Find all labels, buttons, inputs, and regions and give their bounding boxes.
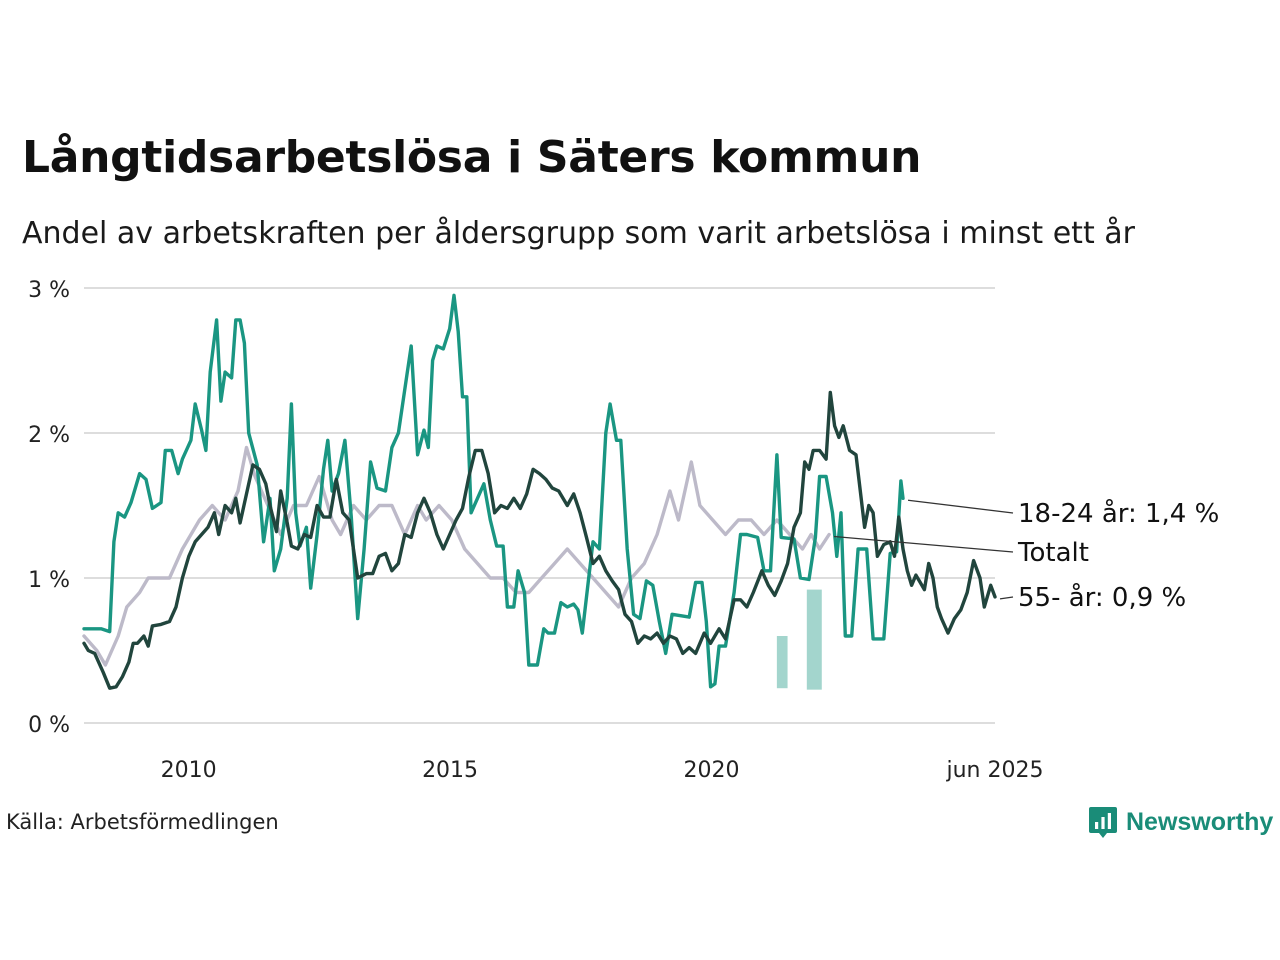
series-line-old (82, 390, 997, 690)
x-tick-label: jun 2025 (946, 758, 1044, 783)
series-line-young (82, 293, 905, 689)
y-tick-label: 2 % (28, 423, 70, 448)
x-tick-label: 2015 (422, 758, 478, 783)
end-label-leader (833, 535, 1014, 553)
series-line-total (82, 445, 831, 667)
x-tick-label: 2010 (161, 758, 217, 783)
brand-name: Newsworthy (1126, 807, 1274, 836)
end-label-leader (999, 596, 1014, 600)
uncertainty-band (806, 589, 822, 690)
chart-subtitle: Andel av arbetskraften per åldersgrupp s… (22, 216, 1135, 251)
source-note: Källa: Arbetsförmedlingen (6, 810, 279, 834)
series-end-label: Totalt (1017, 538, 1089, 568)
newsworthy-logo-icon (1089, 807, 1117, 838)
y-tick-label: 1 % (28, 568, 70, 593)
uncertainty-band (776, 636, 788, 689)
end-label-leader (907, 499, 1014, 514)
y-tick-label: 0 % (28, 713, 70, 738)
series-end-label: 18-24 år: 1,4 % (1018, 498, 1219, 529)
newsworthy-logo[interactable]: Newsworthy (1088, 804, 1273, 840)
series-end-label: 55- år: 0,9 % (1018, 582, 1186, 613)
chart-title: Långtidsarbetslösa i Säters kommun (22, 132, 922, 183)
x-tick-label: 2020 (684, 758, 740, 783)
y-tick-label: 3 % (28, 278, 70, 303)
